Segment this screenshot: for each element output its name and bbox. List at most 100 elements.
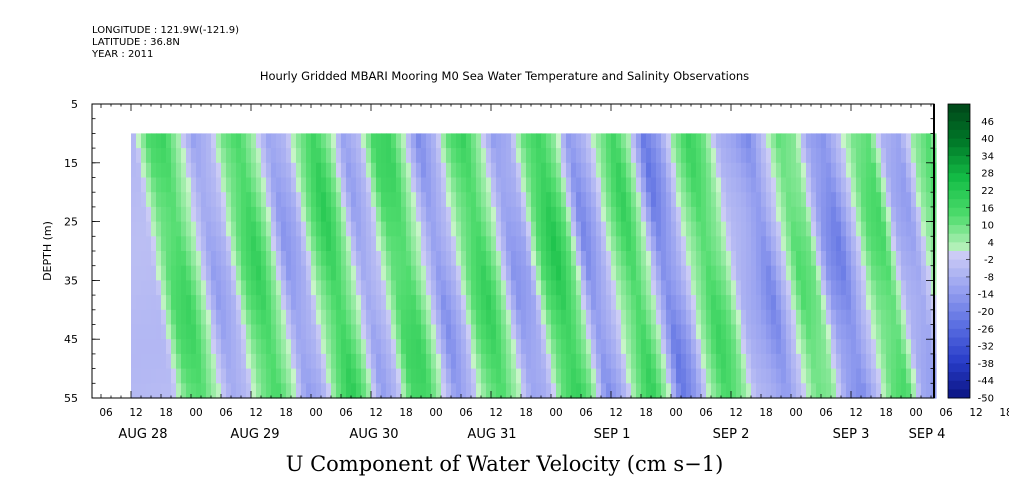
colorbar-swatch: [948, 138, 970, 148]
heatmap-cell: [711, 295, 717, 311]
heatmap-cell: [416, 236, 422, 252]
heatmap-cell: [476, 295, 482, 311]
heatmap-cell: [441, 221, 447, 237]
heatmap-cell: [721, 133, 727, 149]
heatmap-cell: [421, 265, 427, 281]
heatmap-cell: [411, 192, 417, 208]
heatmap-cell: [316, 148, 322, 164]
heatmap-cell: [836, 192, 842, 208]
heatmap-cell: [521, 221, 527, 237]
heatmap-cell: [476, 368, 482, 384]
heatmap-cell: [526, 339, 532, 355]
heatmap-cell: [576, 251, 582, 267]
heatmap-cell: [376, 280, 382, 296]
heatmap-cell: [196, 177, 202, 193]
heatmap-cell: [376, 368, 382, 384]
heatmap-cell: [601, 177, 607, 193]
heatmap-cell: [716, 133, 722, 149]
heatmap-cell: [601, 192, 607, 208]
heatmap-cell: [521, 339, 527, 355]
heatmap-cell: [431, 192, 437, 208]
heatmap-cell: [551, 339, 557, 355]
heatmap-cell: [261, 192, 267, 208]
heatmap-cell: [761, 368, 767, 384]
heatmap-cell: [331, 236, 337, 252]
heatmap-cell: [776, 148, 782, 164]
heatmap-cell: [891, 339, 897, 355]
heatmap-cell: [261, 265, 267, 281]
heatmap-cell: [726, 133, 732, 149]
heatmap-cell: [871, 368, 877, 384]
heatmap-cell: [586, 280, 592, 296]
heatmap-cell: [731, 177, 737, 193]
heatmap-cell: [566, 353, 572, 370]
heatmap-cell: [481, 383, 487, 399]
heatmap-cell: [241, 280, 247, 296]
heatmap-cell: [811, 221, 817, 237]
heatmap-cell: [231, 206, 237, 223]
heatmap-cell: [756, 324, 762, 340]
heatmap-cell: [866, 295, 872, 311]
heatmap-cell: [821, 324, 827, 340]
heatmap-cell: [431, 162, 437, 179]
heatmap-cell: [336, 177, 342, 193]
heatmap-cell: [226, 177, 232, 193]
heatmap-cell: [296, 339, 302, 355]
heatmap-cell: [766, 265, 772, 281]
heatmap-cell: [846, 133, 852, 149]
heatmap-cell: [801, 206, 807, 223]
heatmap-cell: [221, 265, 227, 281]
heatmap-cell: [451, 339, 457, 355]
heatmap-cell: [181, 309, 187, 326]
heatmap-cell: [626, 295, 632, 311]
heatmap-cell: [401, 265, 407, 281]
heatmap-cell: [426, 339, 432, 355]
heatmap-cell: [886, 206, 892, 223]
heatmap-cell: [921, 148, 927, 164]
heatmap-cell: [421, 280, 427, 296]
heatmap-cell: [511, 206, 517, 223]
heatmap-cell: [371, 206, 377, 223]
heatmap-cell: [361, 324, 367, 340]
heatmap-cell: [861, 177, 867, 193]
heatmap-cell: [811, 251, 817, 267]
heatmap-cell: [636, 162, 642, 179]
heatmap-cell: [841, 265, 847, 281]
heatmap-cell: [261, 309, 267, 326]
heatmap-cell: [351, 339, 357, 355]
heatmap-cell: [536, 221, 542, 237]
heatmap-cell: [691, 368, 697, 384]
heatmap-cell: [726, 148, 732, 164]
heatmap-cell: [546, 221, 552, 237]
heatmap-cell: [671, 177, 677, 193]
heatmap-cell: [691, 383, 697, 399]
heatmap-cell: [346, 251, 352, 267]
heatmap-cell: [791, 177, 797, 193]
heatmap-cell: [211, 148, 217, 164]
heatmap-cell: [431, 177, 437, 193]
heatmap-cell: [601, 236, 607, 252]
heatmap-cell: [736, 192, 742, 208]
heatmap-cell: [271, 280, 277, 296]
heatmap-cell: [216, 295, 222, 311]
heatmap-cell: [781, 368, 787, 384]
heatmap-cell: [271, 177, 277, 193]
heatmap-cell: [731, 192, 737, 208]
heatmap-cell: [326, 280, 332, 296]
heatmap-cell: [176, 148, 182, 164]
heatmap-cell: [721, 309, 727, 326]
heatmap-cell: [621, 133, 627, 149]
heatmap-cell: [696, 206, 702, 223]
heatmap-cell: [811, 177, 817, 193]
heatmap-cell: [141, 133, 147, 149]
colorbar-swatch: [948, 129, 970, 140]
heatmap-cell: [286, 251, 292, 267]
heatmap-cell: [771, 265, 777, 281]
heatmap-cell: [531, 353, 537, 370]
heatmap-cell: [291, 192, 297, 208]
heatmap-cell: [801, 309, 807, 326]
heatmap-cell: [181, 295, 187, 311]
heatmap-cell: [506, 339, 512, 355]
heatmap-cell: [556, 280, 562, 296]
heatmap-cell: [306, 162, 312, 179]
